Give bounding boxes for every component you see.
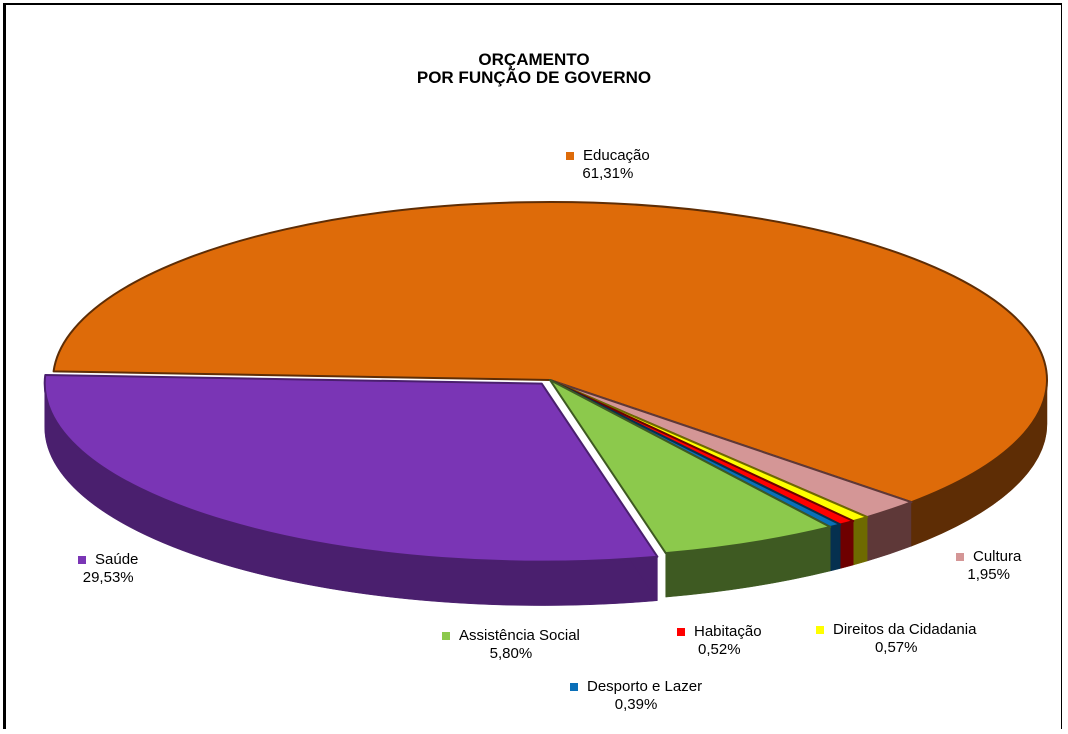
label-assistencia-social: Assistência Social 5,80% <box>442 627 580 663</box>
chart-title-line-1: ORÇAMENTO <box>478 50 590 69</box>
label-cultura-value: 1,95% <box>967 566 1010 583</box>
label-habitacao-name: Habitação <box>694 623 762 640</box>
label-direitos-cidadania-value: 0,57% <box>874 639 918 656</box>
pie-tops <box>43 201 1048 563</box>
legend-swatch-educacao <box>566 152 574 160</box>
legend-swatch-desporto-lazer <box>570 683 578 691</box>
legend-swatch-direitos-cidadania <box>816 626 824 634</box>
slice-saude <box>43 373 659 563</box>
label-desporto-lazer-value: 0,39% <box>614 696 658 713</box>
label-cultura-name: Cultura <box>973 548 1022 565</box>
label-educacao: Educação 61,31% <box>566 147 650 183</box>
label-direitos-cidadania-name: Direitos da Cidadania <box>833 621 977 638</box>
label-desporto-lazer-name: Desporto e Lazer <box>587 678 703 695</box>
legend-swatch-habitacao <box>677 628 685 636</box>
label-desporto-lazer: Desporto e Lazer 0,39% <box>570 678 702 714</box>
slice-side-habitacao <box>839 520 854 569</box>
legend-swatch-assistencia-social <box>442 632 450 640</box>
slice-side-desporto-lazer <box>830 524 841 572</box>
slice-side-direitos-cidadania <box>852 516 868 566</box>
legend-swatch-cultura <box>956 553 964 561</box>
legend-swatch-saude <box>78 556 86 564</box>
label-educacao-name: Educação <box>583 147 650 164</box>
label-cultura: Cultura 1,95% <box>956 548 1021 584</box>
label-saude-name: Saúde <box>95 551 139 568</box>
label-saude-value: 29,53% <box>82 569 134 586</box>
label-habitacao-value: 0,52% <box>698 641 741 658</box>
label-habitacao: Habitação 0,52% <box>677 623 762 659</box>
chart-title-line-2: POR FUNÇÃO DE GOVERNO <box>416 68 652 87</box>
label-assistencia-social-name: Assistência Social <box>459 627 580 644</box>
label-assistencia-social-value: 5,80% <box>489 645 533 662</box>
slice-educacao <box>52 201 1048 504</box>
chart-frame <box>3 3 1062 729</box>
slice-assistencia-social <box>549 379 832 555</box>
label-direitos-cidadania: Direitos da Cidadania 0,57% <box>816 621 976 657</box>
label-educacao-value: 61,31% <box>582 165 634 182</box>
label-saude: Saúde 29,53% <box>78 551 138 587</box>
